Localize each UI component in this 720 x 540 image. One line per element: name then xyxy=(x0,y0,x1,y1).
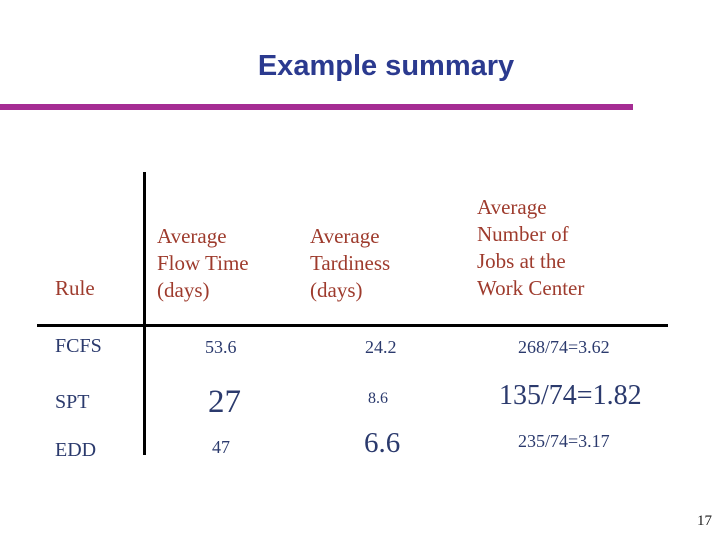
row-label-fcfs: FCFS xyxy=(55,335,102,357)
cell-spt-avg-jobs: 135/74=1.82 xyxy=(499,380,642,411)
column-header-avg-jobs: Average Number of Jobs at the Work Cente… xyxy=(477,195,585,300)
page-title: Example summary xyxy=(257,50,515,83)
column-header-avg-flow-time: Average Flow Time (days) xyxy=(157,224,249,302)
row-label-spt: SPT xyxy=(55,391,90,413)
cell-edd-avg-flow-time: 47 xyxy=(212,437,230,457)
column-header-rule: Rule xyxy=(55,276,95,300)
cell-spt-avg-flow-time: 27 xyxy=(208,384,241,420)
row-label-edd: EDD xyxy=(55,439,97,461)
cell-fcfs-avg-tardiness: 24.2 xyxy=(365,337,397,357)
cell-fcfs-avg-flow-time: 53.6 xyxy=(205,337,237,357)
table-column-divider-line xyxy=(143,172,146,455)
cell-edd-avg-tardiness: 6.6 xyxy=(364,427,401,459)
cell-spt-avg-tardiness: 8.6 xyxy=(368,390,388,407)
cell-fcfs-avg-jobs: 268/74=3.62 xyxy=(518,337,610,357)
column-header-avg-tardiness: Average Tardiness (days) xyxy=(310,224,391,302)
title-underline-bar xyxy=(0,104,633,110)
slide-page-number: 17 xyxy=(697,513,712,529)
cell-edd-avg-jobs: 235/74=3.17 xyxy=(518,431,610,451)
table-header-separator-line xyxy=(37,324,668,327)
